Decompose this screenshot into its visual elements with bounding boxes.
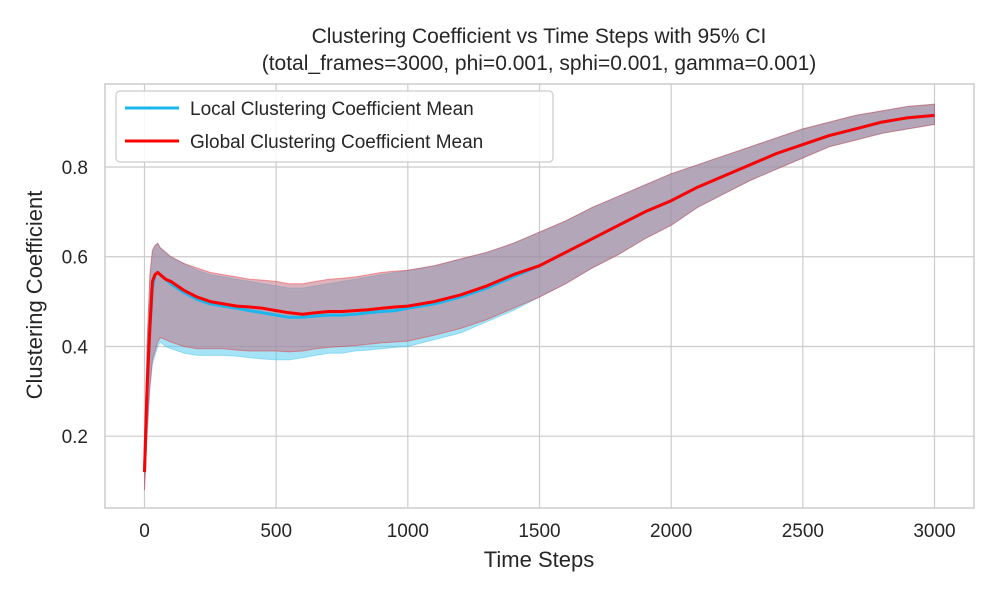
x-tick-label: 2500 <box>782 521 824 542</box>
chart-title: Clustering Coefficient vs Time Steps wit… <box>312 25 767 48</box>
y-tick-label: 0.6 <box>62 248 88 269</box>
x-tick-label: 2000 <box>650 521 692 542</box>
y-axis-title: Clustering Coefficient <box>22 191 47 400</box>
y-tick-label: 0.4 <box>62 337 89 358</box>
series-lines <box>143 113 935 473</box>
y-tick-label: 0.2 <box>62 427 88 448</box>
legend: Local Clustering Coefficient Mean Global … <box>115 90 554 163</box>
x-axis-title: Time Steps <box>484 547 594 572</box>
x-tick-label: 1000 <box>387 521 429 542</box>
tick-labels: 0 500 1000 1500 2000 2500 3000 0.2 0.4 0.6 0.8 <box>62 158 956 542</box>
chart-subtitle: (total_frames=3000, phi=0.001, sphi=0.00… <box>262 52 817 75</box>
confidence-bands <box>144 103 935 491</box>
x-tick-label: 500 <box>260 521 292 542</box>
legend-label: Local Clustering Coefficient Mean <box>190 99 474 120</box>
ci-band-global <box>144 103 935 491</box>
x-tick-label: 0 <box>139 521 150 542</box>
legend-box <box>115 90 554 163</box>
legend-label: Global Clustering Coefficient Mean <box>190 132 483 153</box>
x-tick-label: 1500 <box>518 521 560 542</box>
x-tick-label: 3000 <box>913 521 955 542</box>
y-tick-label: 0.8 <box>62 158 88 179</box>
plot-area-border <box>104 83 975 509</box>
series-line-global <box>143 113 935 473</box>
